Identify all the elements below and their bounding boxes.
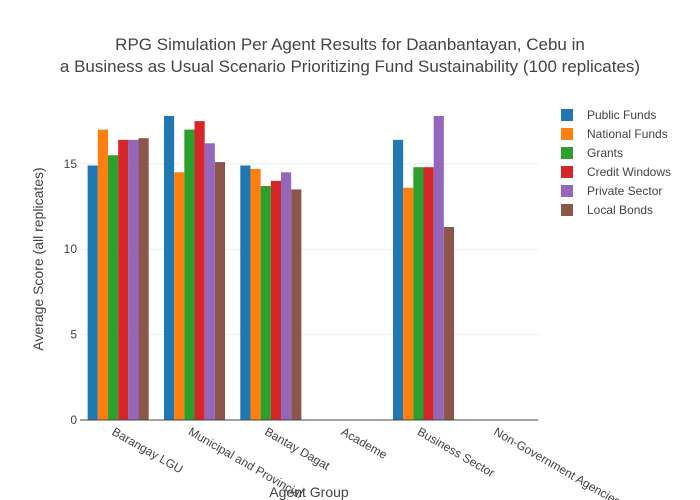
legend-swatch xyxy=(561,185,573,197)
bar xyxy=(443,226,455,420)
bar xyxy=(433,115,444,420)
x-tick-label: Bantay Dagat xyxy=(262,424,333,473)
chart-subtitle: a Business as Usual Scenario Prioritizin… xyxy=(60,57,640,76)
bar xyxy=(260,185,271,420)
bar xyxy=(270,180,282,420)
gridlines xyxy=(80,163,538,336)
legend-swatch xyxy=(561,166,573,178)
x-tick-label: Barangay LGU xyxy=(110,424,186,476)
bar xyxy=(118,139,129,420)
y-tick-label: 5 xyxy=(70,328,77,342)
bar xyxy=(184,129,195,420)
legend-label: Public Funds xyxy=(587,108,656,122)
legend-swatch xyxy=(561,147,573,159)
bar xyxy=(194,121,205,420)
y-tick-label: 0 xyxy=(70,413,77,427)
x-tick-label: Non-Government Agencies xyxy=(491,424,623,500)
legend-label: National Funds xyxy=(587,127,668,141)
bar xyxy=(97,129,108,420)
legend-label: Private Sector xyxy=(587,184,662,198)
y-tick-label: 15 xyxy=(64,157,78,171)
bar xyxy=(250,168,261,420)
legend-swatch xyxy=(561,204,573,216)
bar xyxy=(163,115,175,420)
bar xyxy=(240,165,251,420)
bar xyxy=(214,162,226,420)
x-axis-title: Agent Group xyxy=(269,484,349,500)
bar xyxy=(87,165,98,420)
bar xyxy=(107,155,119,421)
bar xyxy=(413,167,424,420)
legend-label: Credit Windows xyxy=(587,165,671,179)
bar xyxy=(423,167,434,420)
bar xyxy=(291,189,302,420)
legend-label: Local Bonds xyxy=(587,203,653,217)
bar xyxy=(204,143,215,420)
bar xyxy=(281,172,292,420)
y-tick-label: 10 xyxy=(64,242,78,256)
legend: Public Funds National Funds Grants Credit W… xyxy=(561,108,671,217)
bar xyxy=(174,172,185,420)
chart-title: RPG Simulation Per Agent Results for Daa… xyxy=(115,35,585,54)
bar xyxy=(128,139,139,420)
x-tick-label: Business Sector xyxy=(415,424,497,479)
legend-swatch xyxy=(561,109,573,121)
bar xyxy=(403,187,414,420)
bars xyxy=(87,115,455,421)
bar xyxy=(138,138,149,420)
x-tick-label: Academe xyxy=(339,424,390,462)
y-tick-labels: 0 5 10 15 xyxy=(64,157,78,427)
bar xyxy=(392,139,404,420)
legend-swatch xyxy=(561,128,573,140)
legend-label: Grants xyxy=(587,146,623,160)
x-tick-labels: Barangay LGU Municipal and ProvincialBant… xyxy=(110,424,623,500)
y-axis-title: Average Score (all replicates) xyxy=(30,167,46,350)
